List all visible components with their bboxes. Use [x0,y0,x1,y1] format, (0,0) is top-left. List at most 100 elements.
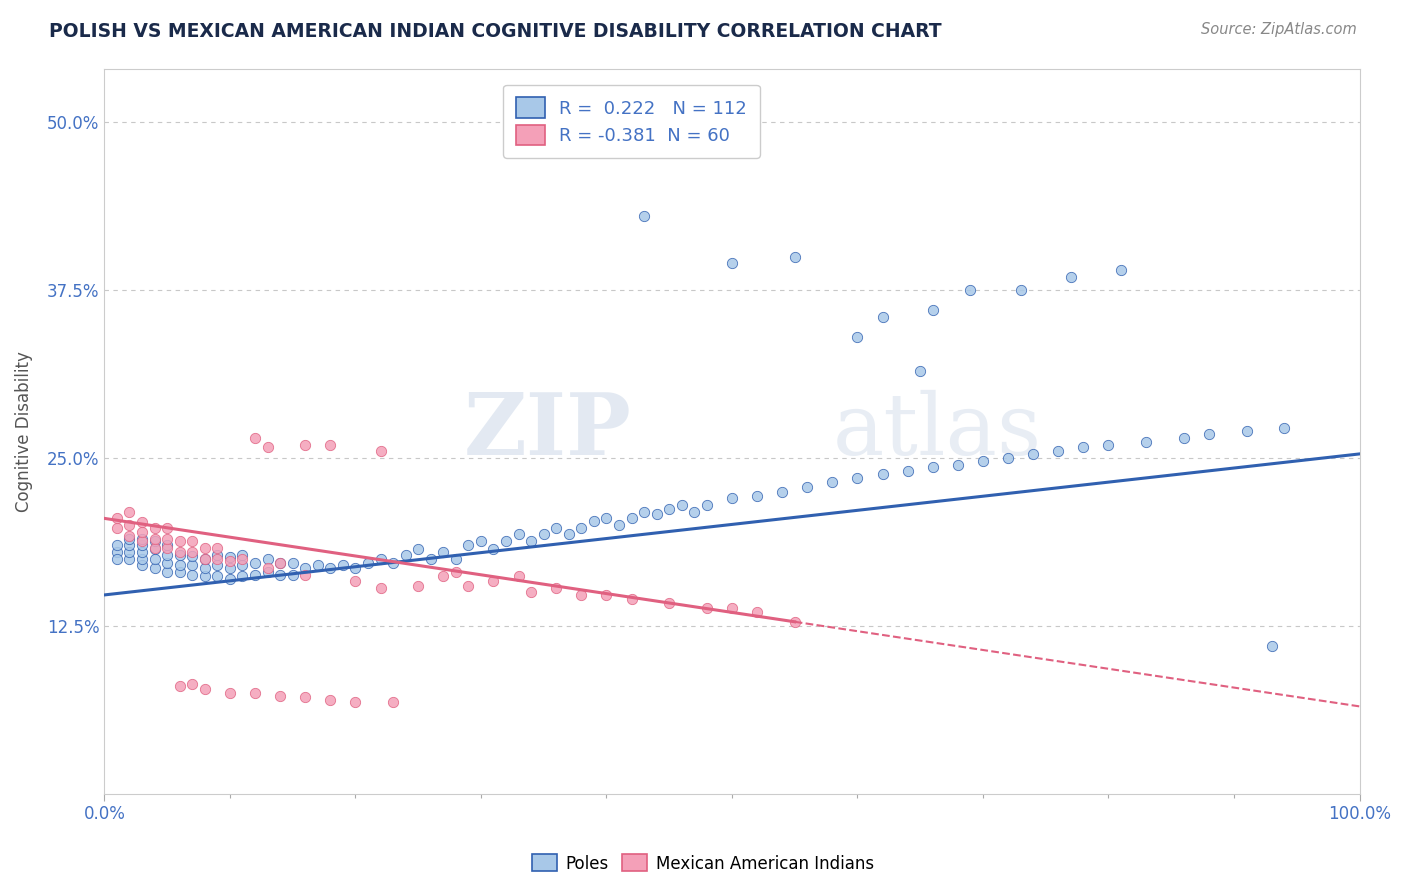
Point [520,534,543,549]
Point [1236,424,1258,438]
Point [1109,263,1132,277]
Point [696,498,718,512]
Point [143,521,166,535]
Point [671,498,693,512]
Point [1260,639,1282,653]
Point [118,529,141,543]
Point [105,511,128,525]
Point [131,524,153,539]
Point [131,534,153,549]
Point [219,686,242,700]
Point [118,545,141,559]
Point [419,551,441,566]
Point [269,556,291,570]
Point [256,440,278,454]
Point [156,521,179,535]
Point [620,591,643,606]
Point [344,695,367,709]
Point [1198,426,1220,441]
Point [156,532,179,546]
Point [482,574,505,589]
Text: POLISH VS MEXICAN AMERICAN INDIAN COGNITIVE DISABILITY CORRELATION CHART: POLISH VS MEXICAN AMERICAN INDIAN COGNIT… [49,22,942,41]
Point [357,556,380,570]
Point [194,561,217,575]
Point [243,567,266,582]
Point [520,585,543,599]
Point [1173,431,1195,445]
Point [231,558,253,573]
Point [997,450,1019,465]
Point [294,690,316,704]
Point [508,527,530,541]
Point [1135,434,1157,449]
Point [219,550,242,565]
Point [959,283,981,297]
Point [281,556,304,570]
Point [143,532,166,546]
Point [231,548,253,562]
Point [131,551,153,566]
Point [269,556,291,570]
Point [169,534,191,549]
Y-axis label: Cognitive Disability: Cognitive Disability [15,351,32,511]
Point [658,502,681,516]
Point [721,601,744,615]
Point [319,437,342,451]
Point [143,541,166,555]
Point [908,364,931,378]
Point [872,467,894,481]
Point [131,558,153,573]
Point [582,514,605,528]
Point [169,679,191,693]
Point [344,561,367,575]
Point [307,558,329,573]
Point [796,481,818,495]
Legend: R =  0.222   N = 112, R = -0.381  N = 60: R = 0.222 N = 112, R = -0.381 N = 60 [503,85,759,158]
Text: ZIP: ZIP [464,389,631,473]
Point [745,489,768,503]
Point [256,561,278,575]
Point [143,561,166,575]
Point [269,689,291,703]
Point [444,565,467,579]
Point [683,505,706,519]
Point [370,551,392,566]
Point [294,567,316,582]
Point [645,508,668,522]
Point [256,551,278,566]
Point [1073,440,1095,454]
Point [444,551,467,566]
Point [721,256,744,270]
Point [219,572,242,586]
Point [595,588,617,602]
Point [131,538,153,552]
Point [231,569,253,583]
Point [194,569,217,583]
Point [508,569,530,583]
Point [370,581,392,595]
Point [846,471,869,485]
Point [156,548,179,562]
Point [131,516,153,530]
Point [607,518,630,533]
Point [118,518,141,533]
Point [219,554,242,568]
Point [169,545,191,559]
Point [118,538,141,552]
Point [269,567,291,582]
Point [595,511,617,525]
Point [846,330,869,344]
Point [181,676,204,690]
Point [972,453,994,467]
Point [783,250,806,264]
Point [118,551,141,566]
Point [143,542,166,557]
Point [470,534,492,549]
Point [921,460,943,475]
Point [783,615,806,629]
Point [181,534,204,549]
Point [156,541,179,555]
Point [181,545,204,559]
Point [382,695,405,709]
Point [1022,447,1045,461]
